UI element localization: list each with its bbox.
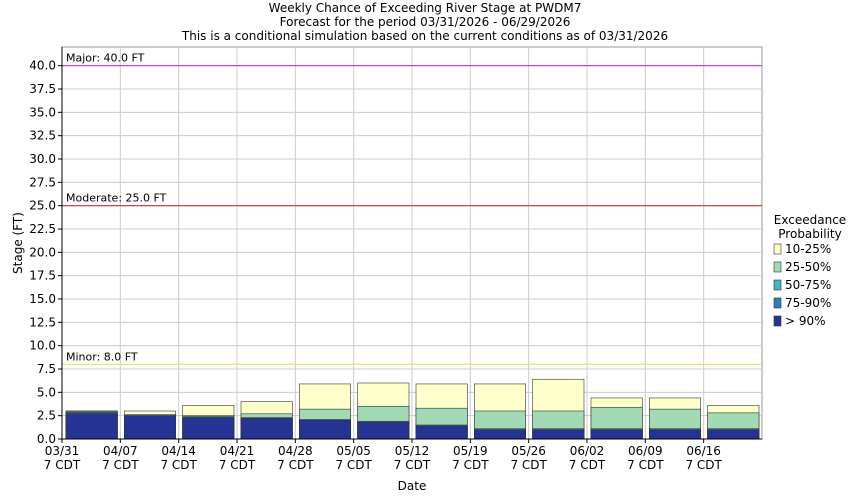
y-tick-label: 32.5 [29, 129, 56, 143]
x-tick-label: 05/12 [395, 444, 430, 458]
y-axis-label: Stage (FT) [11, 212, 25, 274]
legend-title: Exceedance [774, 213, 846, 227]
x-tick-label: 05/05 [336, 444, 371, 458]
x-tick-label: 04/14 [161, 444, 196, 458]
legend-swatch [773, 297, 782, 309]
y-tick-label: 2.5 [37, 409, 56, 423]
x-tick-time: 7 CDT [394, 458, 431, 472]
x-tick-label: 06/16 [686, 444, 721, 458]
threshold-label: Minor: 8.0 FT [66, 350, 138, 363]
threshold-label: Major: 40.0 FT [66, 52, 145, 65]
bar [124, 415, 176, 440]
chart-title: Weekly Chance of Exceeding River Stage a… [269, 1, 582, 15]
y-tick-label: 22.5 [29, 222, 56, 236]
x-axis-label: Date [398, 479, 427, 493]
legend-label: 25-50% [785, 260, 831, 274]
y-tick-label: 10.0 [29, 339, 56, 353]
bar [357, 421, 410, 440]
bar [299, 420, 351, 440]
x-tick-label: 05/26 [511, 444, 546, 458]
x-tick-time: 7 CDT [277, 458, 314, 472]
y-tick-label: 15.0 [29, 292, 56, 306]
threshold-label: Moderate: 25.0 FT [66, 192, 167, 205]
y-tick-label: 40.0 [29, 59, 56, 73]
x-tick-time: 7 CDT [44, 458, 81, 472]
x-tick-label: 06/02 [570, 444, 605, 458]
x-tick-time: 7 CDT [452, 458, 489, 472]
bar [590, 429, 643, 440]
legend-swatch [773, 315, 782, 327]
x-tick-label: 04/21 [220, 444, 255, 458]
y-tick-label: 7.5 [37, 362, 56, 376]
y-tick-label: 5.0 [37, 385, 56, 399]
bar [707, 429, 760, 440]
x-tick-label: 05/19 [453, 444, 488, 458]
bar [65, 413, 118, 440]
x-tick-time: 7 CDT [685, 458, 722, 472]
y-tick-label: 25.0 [29, 199, 56, 213]
bar [182, 417, 235, 440]
y-tick-label: 37.5 [29, 82, 56, 96]
legend-swatch [773, 279, 782, 291]
chart-subtitle: This is a conditional simulation based o… [181, 29, 668, 43]
bar [474, 429, 526, 440]
x-tick-label: 04/07 [103, 444, 138, 458]
legend-swatch [773, 243, 782, 255]
x-tick-time: 7 CDT [510, 458, 547, 472]
bar [240, 418, 293, 440]
y-tick-label: 35.0 [29, 105, 56, 119]
x-tick-time: 7 CDT [569, 458, 606, 472]
legend-title: Probability [778, 227, 841, 241]
legend-label: 10-25% [785, 242, 831, 256]
x-tick-time: 7 CDT [627, 458, 664, 472]
y-tick-label: 12.5 [29, 315, 56, 329]
x-tick-time: 7 CDT [102, 458, 139, 472]
x-tick-time: 7 CDT [335, 458, 372, 472]
y-tick-label: 30.0 [29, 152, 56, 166]
chart-subtitle: Forecast for the period 03/31/2026 - 06/… [280, 15, 571, 29]
bar [649, 429, 701, 440]
legend-label: 50-75% [785, 278, 831, 292]
x-tick-label: 06/09 [628, 444, 663, 458]
bar [415, 425, 468, 440]
y-tick-label: 20.0 [29, 245, 56, 259]
x-tick-time: 7 CDT [219, 458, 256, 472]
x-tick-label: 03/31 [45, 444, 80, 458]
legend-swatch [773, 261, 782, 273]
legend-label: > 90% [785, 314, 826, 328]
y-tick-label: 17.5 [29, 269, 56, 283]
bar [532, 429, 585, 440]
y-tick-label: 0.0 [37, 432, 56, 446]
x-tick-label: 04/28 [278, 444, 313, 458]
x-tick-time: 7 CDT [160, 458, 197, 472]
legend-label: 75-90% [785, 296, 831, 310]
y-tick-label: 27.5 [29, 175, 56, 189]
